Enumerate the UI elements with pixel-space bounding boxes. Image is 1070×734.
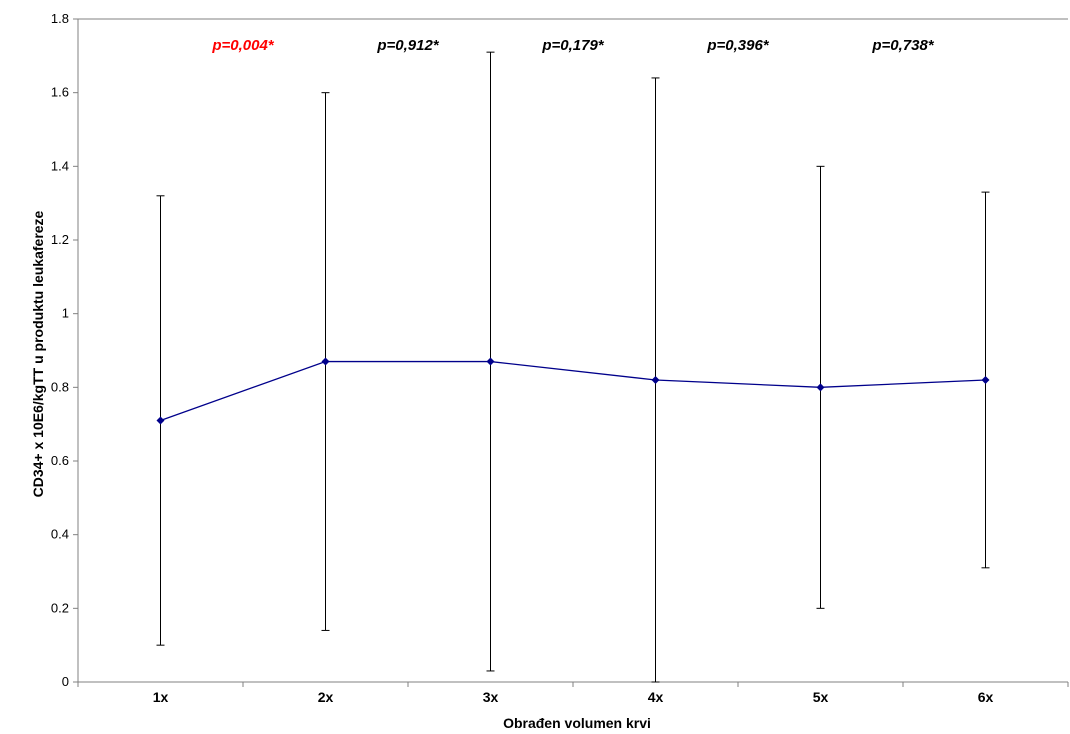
x-tick-label: 4x [648,689,664,705]
p-value-label: p=0,738* [871,37,934,54]
p-value-label: p=0,179* [541,37,604,54]
y-tick-label: 1.8 [51,11,69,26]
data-point-marker [651,375,660,384]
y-axis-title: CD34+ x 10E6/kgTT u produktu leukafereze [30,210,46,497]
axes [77,18,1068,683]
data-point-marker [981,375,990,384]
x-tick-label: 1x [153,689,169,705]
x-axis-ticks: 1x 2x 3x 4x 5x 6x [77,682,1069,705]
y-tick-label: 0.2 [51,600,69,615]
data-markers [156,357,990,425]
p-value-label: p=0,004* [211,37,274,54]
y-tick-label: 1.4 [51,158,69,173]
data-point-marker [486,357,495,366]
data-point-marker [816,383,825,392]
y-tick-label: 0.6 [51,453,69,468]
x-tick-label: 3x [483,689,499,705]
y-tick-label: 1 [62,306,69,321]
x-axis-title: Obrađen volumen krvi [503,715,651,731]
y-tick-label: 0.4 [51,527,69,542]
x-tick-label: 2x [318,689,334,705]
y-axis-ticks: 0 0.2 0.4 0.6 0.8 1 1.2 1.4 1.6 1.8 [51,11,78,689]
p-value-annotations: p=0,004* p=0,912* p=0,179* p=0,396* p=0,738* [211,37,934,54]
series-line [160,360,986,422]
x-tick-label: 5x [813,689,829,705]
x-tick-label: 6x [978,689,994,705]
error-bars [156,51,990,683]
data-point-marker [321,357,330,366]
y-tick-label: 0.8 [51,379,69,394]
y-tick-label: 0 [62,674,69,689]
data-point-marker [156,416,165,425]
p-value-label: p=0,912* [376,37,439,54]
y-tick-label: 1.6 [51,85,69,100]
p-value-label: p=0,396* [706,37,769,54]
y-tick-label: 1.2 [51,232,69,247]
series-line [160,360,986,422]
